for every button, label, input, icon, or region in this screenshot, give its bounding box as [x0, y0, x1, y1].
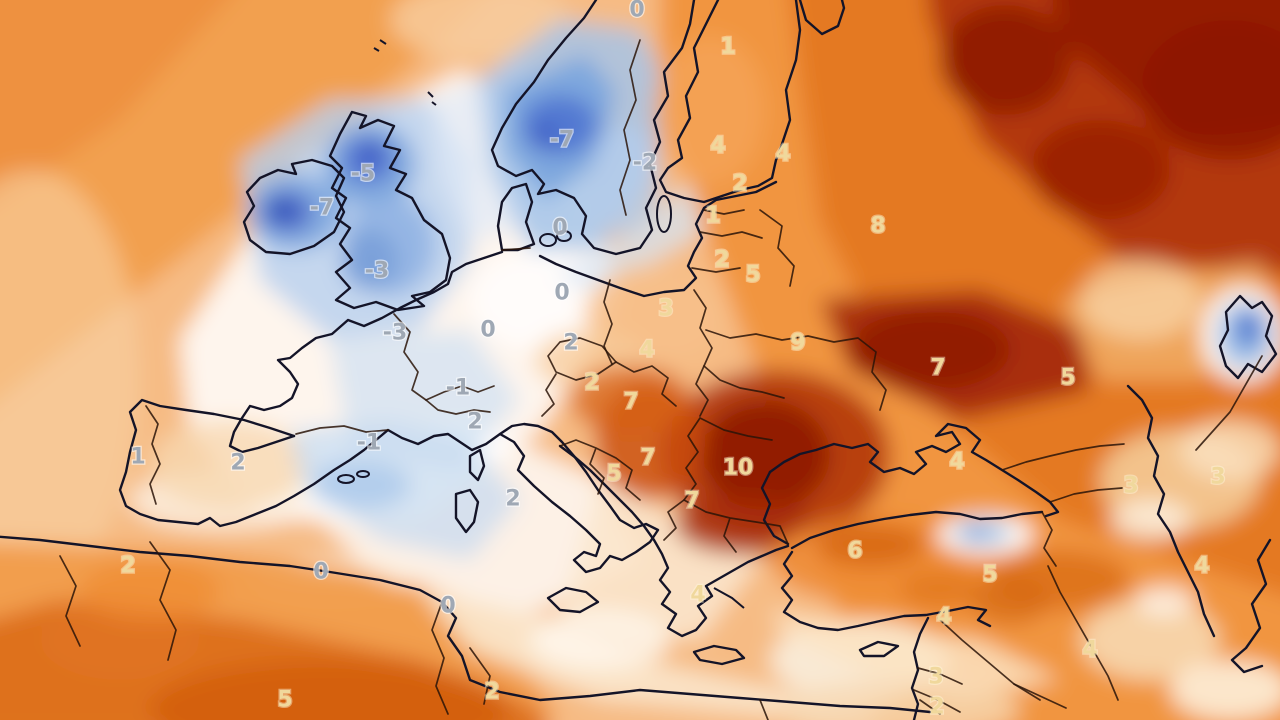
- anomaly-label: 3: [1123, 474, 1138, 499]
- anomaly-label: 3: [658, 297, 673, 322]
- anomaly-label: 2: [929, 695, 944, 720]
- anomaly-label: 2: [714, 248, 729, 273]
- coast-white-sea: [798, 0, 846, 36]
- coast-small-isles: [373, 39, 437, 106]
- anomaly-label: 7: [930, 356, 945, 381]
- anomaly-label: 3: [1210, 465, 1225, 490]
- anomaly-label: 5: [982, 563, 997, 588]
- gotland-island: [656, 195, 672, 233]
- coast-denmark: [496, 182, 536, 252]
- anomaly-label: 5: [606, 462, 621, 487]
- anomaly-label: 0: [629, 0, 644, 23]
- coast-baltic-south: [538, 180, 778, 298]
- anomaly-label: 5: [277, 688, 292, 713]
- coast-sicily: [546, 586, 600, 614]
- anomaly-label: 2: [505, 487, 520, 512]
- anomaly-label: 4: [775, 142, 790, 167]
- coast-levant: [910, 616, 930, 720]
- anomaly-label: 0: [554, 281, 569, 306]
- anomaly-label: 4: [639, 338, 654, 363]
- anomaly-label: -1: [446, 376, 470, 401]
- anomaly-label: 0: [552, 216, 567, 241]
- coast-north-sea-atlantic: [228, 250, 504, 454]
- coast-sardinia: [454, 488, 480, 534]
- anomaly-label: 2: [467, 410, 482, 435]
- anomaly-label: 5: [745, 263, 760, 288]
- coast-north-caspian-lake: [1218, 294, 1278, 380]
- coast-iberia: [118, 398, 502, 528]
- anomaly-label: 2: [230, 451, 245, 476]
- coast-africa: [0, 535, 932, 714]
- anomaly-label: -5: [351, 162, 375, 187]
- balearic-island: [356, 470, 370, 478]
- anomaly-label: 2: [584, 371, 599, 396]
- anomaly-label: 2: [732, 172, 747, 197]
- anomaly-label: 7: [684, 489, 699, 514]
- anomaly-label: 4: [936, 605, 951, 630]
- anomaly-label: 4: [690, 583, 705, 608]
- coast-great-britain: [328, 110, 452, 312]
- anomaly-label: 1: [705, 204, 720, 229]
- coast-adriatic-balkans: [558, 444, 790, 638]
- coast-cyprus: [858, 640, 900, 658]
- anomaly-label: 2: [563, 331, 578, 356]
- anomaly-label: 10: [723, 456, 754, 481]
- anomaly-label: 0: [480, 318, 495, 343]
- anomaly-label: -1: [357, 431, 381, 456]
- anomaly-label: 7: [640, 446, 655, 471]
- coast-caspian-west: [1126, 384, 1216, 638]
- coast-evia: [713, 587, 745, 609]
- danish-isle: [556, 230, 572, 242]
- anomaly-label: 6: [847, 539, 862, 564]
- anomaly-label: -7: [310, 196, 334, 221]
- anomaly-label: 5: [1060, 366, 1075, 391]
- coast-corsica: [468, 448, 486, 482]
- anomaly-label: -3: [365, 259, 389, 284]
- anomaly-label: 4: [949, 450, 964, 475]
- anomaly-label: 1: [130, 445, 145, 470]
- coast-caspian-east: [1230, 538, 1272, 674]
- anomaly-label: 4: [710, 134, 725, 159]
- anomaly-label: 1: [720, 35, 735, 60]
- anomaly-label: 7: [623, 390, 638, 415]
- coast-turkey-west-south: [780, 550, 992, 632]
- anomaly-label: 0: [313, 560, 328, 585]
- coast-black-sea-west: [760, 470, 790, 546]
- anomaly-label: 9: [790, 331, 805, 356]
- coast-black-sea-north: [768, 422, 1060, 518]
- coast-scandinavia: [490, 0, 696, 256]
- coast-crete: [692, 644, 746, 666]
- coast-turkey-north: [790, 510, 1044, 550]
- anomaly-label: 4: [1082, 638, 1097, 663]
- anomaly-label: -2: [633, 151, 657, 176]
- anomaly-label: 4: [1194, 554, 1209, 579]
- anomaly-label: 3: [928, 665, 943, 690]
- coast-finland: [658, 0, 802, 204]
- anomaly-label: -7: [550, 128, 574, 153]
- danish-isle: [539, 233, 557, 247]
- country-borders: [59, 39, 1263, 720]
- anomaly-label: 2: [484, 680, 499, 705]
- anomaly-label: 0: [440, 594, 455, 619]
- balearic-island: [337, 474, 355, 484]
- coast-ireland: [242, 158, 346, 256]
- anomaly-label: 2: [120, 554, 135, 579]
- anomaly-label: -3: [383, 321, 407, 346]
- anomaly-label: 8: [870, 214, 885, 239]
